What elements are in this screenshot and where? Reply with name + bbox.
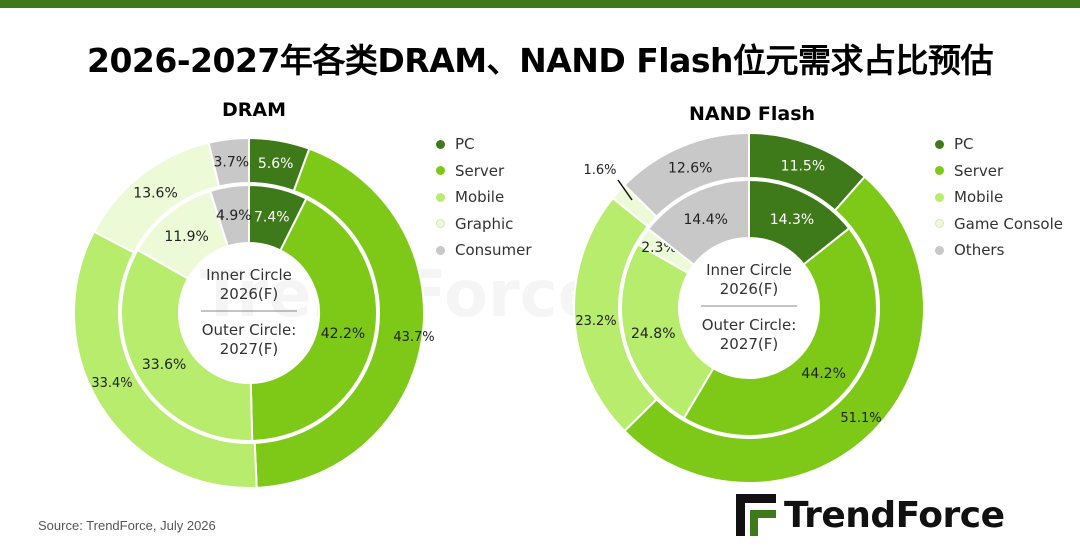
nand-chart-title: NAND Flash xyxy=(689,103,816,125)
dram-legend-swatch-mobile xyxy=(436,192,445,202)
nand-flash-outer-slice-others xyxy=(623,131,750,219)
dram-outer-label-mobile: 33.4% xyxy=(91,376,132,391)
nand-flash-legend-item-server: Server xyxy=(935,158,1063,185)
nand-flash-inner-label-mobile: 24.8% xyxy=(631,326,675,342)
nand-flash-outer-label-mobile: 23.2% xyxy=(575,314,616,329)
dram-legend-item-server: Server xyxy=(436,158,532,185)
dram-legend-swatch-graphic xyxy=(436,219,445,229)
top-accent-bar xyxy=(0,0,1080,8)
dram-outer-slice-consumer xyxy=(207,136,250,188)
dram-legend-swatch-consumer xyxy=(436,245,445,255)
dram-legend-swatch-pc xyxy=(436,139,445,149)
nand-flash-inner-slice-server xyxy=(682,226,878,437)
dram-legend-label-consumer: Consumer xyxy=(455,241,532,260)
nand-flash-legend-swatch-server xyxy=(935,166,944,176)
dram-legend-label-pc: PC xyxy=(455,135,475,154)
nand-flash-legend-swatch-others xyxy=(935,245,944,255)
dram-outer-label-consumer: 3.7% xyxy=(214,155,250,171)
nand-flash-legend-item-pc: PC xyxy=(935,131,1063,158)
dram-inner-label-pc: 7.4% xyxy=(254,210,290,226)
dram-inner-label-mobile: 33.6% xyxy=(142,357,186,373)
nand-flash-legend-label-mobile: Mobile xyxy=(954,188,1004,207)
dram-outer-slice-mobile xyxy=(73,230,258,489)
nand-flash-center-inner-label: Inner Circle 2026(F) xyxy=(706,261,792,298)
nand-flash-legend-swatch-pc xyxy=(935,139,944,149)
dram-legend-item-graphic: Graphic xyxy=(436,211,532,238)
dram-inner-label-server: 42.2% xyxy=(321,326,365,342)
trendforce-logo: TrendForce xyxy=(736,492,1005,538)
page-title: 2026-2027年各类DRAM、NAND Flash位元需求占比预估 xyxy=(87,41,993,80)
nand-flash-legend-item-game-console: Game Console xyxy=(935,211,1063,238)
dram-outer-label-pc: 5.6% xyxy=(258,156,294,172)
nand-flash-outer-label-game-console: 1.6% xyxy=(583,163,616,178)
nand-flash-donut: 14.3%44.2%24.8%2.3%14.4%11.5%51.1%23.2%1… xyxy=(573,131,925,484)
nand-flash-leader-line xyxy=(617,179,633,201)
nand-flash-legend-swatch-mobile xyxy=(935,192,944,202)
source-note: Source: TrendForce, July 2026 xyxy=(38,518,216,533)
dram-donut: 7.4% 42.2% 33.6% 11.9% 4.9% 5.6% 43.7% 33.4% 13.… xyxy=(73,136,435,489)
nand-flash-outer-label-pc: 11.5% xyxy=(781,158,825,174)
dram-legend-label-graphic: Graphic xyxy=(455,214,514,233)
dram-legend-item-mobile: Mobile xyxy=(436,184,532,211)
nand-flash-inner-slice-mobile xyxy=(620,242,715,420)
nand-flash-legend-item-mobile: Mobile xyxy=(935,184,1063,211)
dram-legend-label-server: Server xyxy=(455,161,505,180)
nand-flash-legend-label-game-console: Game Console xyxy=(954,214,1063,233)
dram-legend: PC Server Mobile Graphic Consumer xyxy=(436,131,532,264)
dram-outer-label-server: 43.7% xyxy=(393,330,434,345)
dram-legend-item-pc: PC xyxy=(436,131,532,158)
dram-inner-label-consumer: 4.9% xyxy=(216,208,252,224)
dram-center-outer-label: Outer Circle: 2027(F) xyxy=(202,321,297,358)
nand-legend: PC Server Mobile Game Console Others xyxy=(935,131,1063,264)
dram-legend-swatch-server xyxy=(436,166,445,176)
nand-flash-inner-slice-others xyxy=(646,178,750,267)
nand-flash-legend-label-others: Others xyxy=(954,241,1005,260)
nand-flash-legend-label-server: Server xyxy=(954,161,1004,180)
dram-outer-label-graphic: 13.6% xyxy=(133,186,177,202)
dram-inner-slice-consumer xyxy=(208,183,250,248)
dram-inner-slice-server xyxy=(249,197,379,442)
nand-flash-legend-item-others: Others xyxy=(935,237,1063,264)
nand-flash-outer-label-server: 51.1% xyxy=(840,411,881,426)
nand-flash-outer-label-others: 12.6% xyxy=(668,160,712,176)
nand-flash-inner-label-others: 14.4% xyxy=(683,212,727,228)
dram-legend-label-mobile: Mobile xyxy=(455,188,505,207)
dram-inner-label-graphic: 11.9% xyxy=(164,229,208,245)
dram-chart-title: DRAM xyxy=(222,99,287,121)
dram-inner-slice-mobile xyxy=(120,248,254,442)
dram-center-inner-label: Inner Circle 2026(F) xyxy=(206,266,292,303)
nand-flash-center-outer-label: Outer Circle: 2027(F) xyxy=(702,316,797,353)
trendforce-logo-icon xyxy=(736,494,776,536)
nand-flash-inner-label-pc: 14.3% xyxy=(770,212,814,228)
nand-flash-outer-slice-server xyxy=(623,175,925,484)
logo-text: TrendForce xyxy=(784,494,1005,536)
nand-flash-legend-swatch-game-console xyxy=(935,219,944,229)
dram-legend-item-consumer: Consumer xyxy=(436,237,532,264)
nand-flash-inner-label-server: 44.2% xyxy=(801,366,845,382)
dram-outer-slice-server xyxy=(253,147,425,489)
nand-flash-legend-label-pc: PC xyxy=(954,135,974,154)
